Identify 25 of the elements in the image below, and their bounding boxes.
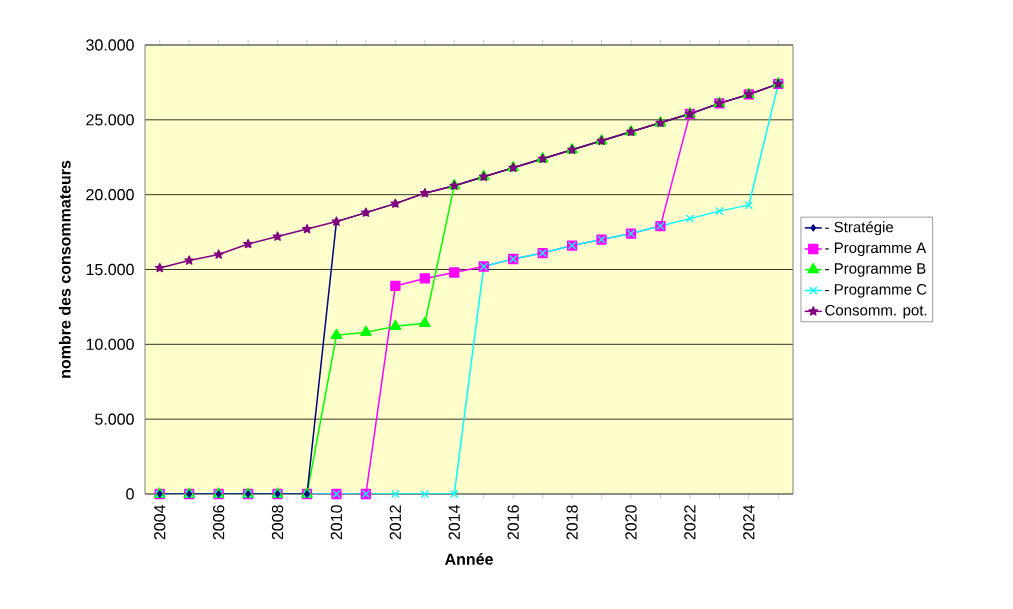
y-tick-label: 0 — [126, 488, 134, 500]
x-tick-label: 2024 — [743, 505, 755, 540]
legend-label: Consomm. pot. — [825, 304, 927, 319]
x-tick-label: 2010 — [330, 505, 343, 540]
legend-label: - Programme A — [825, 242, 927, 257]
y-tick-label: 30.000 — [86, 39, 134, 51]
x-tick-label: 2012 — [389, 505, 402, 540]
legend-label: - Stratégie — [825, 221, 894, 236]
x-tick-label: 2020 — [625, 505, 637, 540]
legend-label: - Programme B — [825, 263, 926, 277]
y-axis-title: nombre des consommateurs — [58, 160, 71, 378]
y-tick-label: 15.000 — [86, 263, 134, 276]
legend-label: - Programme C — [825, 284, 927, 298]
x-tick-label: 2018 — [566, 505, 578, 540]
y-tick-label: 25.000 — [86, 114, 134, 126]
x-tick-label: 2008 — [271, 505, 284, 540]
x-tick-label: 2022 — [684, 505, 696, 540]
y-tick-label: 20.000 — [86, 189, 134, 201]
x-axis-title: Année — [444, 552, 493, 565]
y-tick-label: 10.000 — [86, 338, 134, 350]
y-tick-label: 5.000 — [95, 413, 134, 425]
x-tick-label: 2006 — [212, 505, 225, 540]
x-tick-label: 2014 — [448, 505, 460, 540]
x-tick-label: 2004 — [154, 505, 166, 540]
x-tick-label: 2016 — [507, 505, 519, 540]
